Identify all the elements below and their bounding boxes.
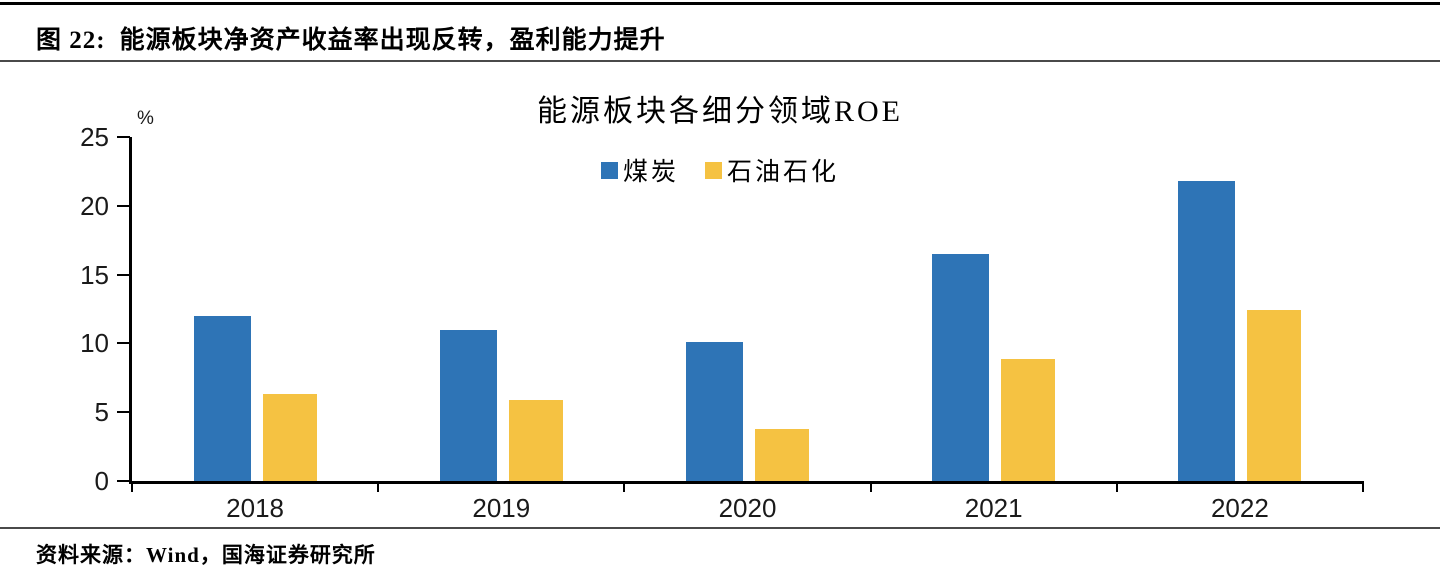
y-axis-tick <box>117 411 130 414</box>
x-axis-tick <box>1362 481 1364 492</box>
data-source-note: 资料来源：Wind，国海证券研究所 <box>36 543 376 567</box>
x-axis-tick <box>1115 481 1118 492</box>
x-axis-label: 2020 <box>718 493 777 523</box>
y-axis-tick <box>117 342 130 345</box>
x-axis-tick <box>131 481 133 492</box>
y-axis-tick <box>117 204 130 207</box>
y-tick-label: 5 <box>94 397 109 428</box>
bar-石油石化-2018 <box>262 394 317 481</box>
y-axis-tick <box>117 273 130 276</box>
x-axis-label: 2022 <box>1210 493 1269 523</box>
y-tick-label: 15 <box>80 259 109 290</box>
bar-石油石化-2019 <box>508 399 563 481</box>
x-axis-label: 2019 <box>472 493 531 523</box>
footer-divider-line <box>0 527 1440 529</box>
y-tick-label: 10 <box>80 328 109 359</box>
x-axis-tick <box>869 481 872 492</box>
bar-煤炭-2020 <box>686 342 743 481</box>
bar-石油石化-2022 <box>1247 310 1302 481</box>
x-axis-label: 2018 <box>226 493 285 523</box>
bar-煤炭-2021 <box>932 253 990 481</box>
figure-caption: 图 22: 能源板块净资产收益率出现反转，盈利能力提升 <box>36 20 666 56</box>
y-tick-label: 0 <box>94 466 109 496</box>
legend-swatch-煤炭 <box>600 161 618 179</box>
chart-title: 能源板块各细分领域ROE <box>537 95 903 128</box>
legend-item-煤炭: 煤炭 <box>600 152 679 188</box>
figure-number-label: 图 22: <box>36 27 106 54</box>
y-axis-tick <box>117 480 130 482</box>
x-axis-tick <box>623 481 626 492</box>
bar-煤炭-2019 <box>439 329 497 481</box>
chart-legend: 煤炭 石油石化 <box>0 152 1440 188</box>
x-axis-label: 2021 <box>964 493 1023 523</box>
top-border-line <box>0 2 1440 5</box>
bar-石油石化-2020 <box>755 428 809 481</box>
figure-title: 能源板块净资产收益率出现反转，盈利能力提升 <box>119 27 666 54</box>
bar-煤炭-2018 <box>193 315 251 481</box>
y-axis-tick <box>117 136 130 138</box>
y-tick-label: 20 <box>80 190 109 221</box>
legend-label: 石油石化 <box>727 159 840 186</box>
x-axis-tick <box>377 481 380 492</box>
bar-石油石化-2021 <box>1001 358 1056 481</box>
legend-swatch-石油石化 <box>705 161 722 179</box>
bar-煤炭-2022 <box>1178 181 1236 481</box>
legend-item-石油石化: 石油石化 <box>705 152 839 188</box>
y-tick-label: 25 <box>80 122 109 152</box>
legend-label: 煤炭 <box>622 159 679 186</box>
plot-area: % 0 5 10 15 20 25 2018 2019 2020 2021 2022 <box>80 108 1364 523</box>
y-axis-unit-label: % <box>137 108 154 129</box>
caption-divider-line <box>0 60 1440 62</box>
